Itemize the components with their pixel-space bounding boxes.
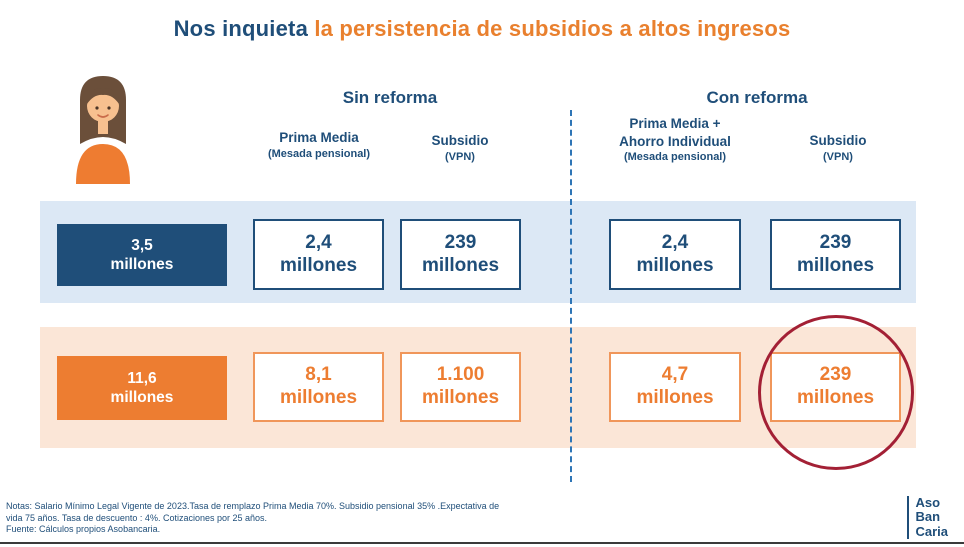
cell-amount: 239: [444, 231, 477, 253]
title-rest: la persistencia de subsidios a altos ing…: [314, 16, 791, 41]
title-lead: Nos inquieta: [173, 16, 309, 41]
column-subtitle: (Mesada pensional): [623, 151, 727, 164]
column-title-line2: Ahorro Individual: [619, 133, 731, 149]
value-box-sin-subsidio-row2: 1.100 millones: [400, 352, 521, 422]
segment-value: 3,5: [131, 236, 153, 254]
cell-amount: 2,4: [305, 231, 332, 253]
logo-text: Aso Ban Caria: [915, 495, 948, 539]
woman-avatar-svg: [76, 76, 130, 184]
value-box-con-prima-row2: 4,7 millones: [609, 352, 741, 422]
page-title: Nos inquieta la persistencia de subsidio…: [0, 16, 964, 42]
column-header-prima-media-ahorro: Prima Media + Ahorro Individual (Mesada …: [593, 115, 757, 164]
cell-unit: millones: [421, 387, 500, 408]
logo-bar: [906, 496, 910, 539]
cell-unit: millones: [421, 254, 500, 276]
column-title: Subsidio: [809, 133, 867, 148]
segment-unit: millones: [110, 389, 174, 406]
segment-label-11-6-millones: 11,6 millones: [57, 356, 227, 420]
column-subtitle: (VPN): [823, 150, 853, 163]
segment-value: 11,6: [127, 369, 157, 387]
segment-unit: millones: [110, 256, 174, 273]
header-sin-reforma: Sin reforma: [342, 88, 438, 107]
logo-line: Aso: [915, 495, 941, 510]
cell-amount: 2,4: [661, 231, 689, 253]
vertical-dashed-divider: [570, 110, 572, 482]
footnotes: Notas: Salario Mínimo Legal Vigente de 2…: [6, 501, 499, 536]
cell-amount: 8,1: [305, 364, 332, 386]
column-title: Prima Media: [279, 130, 359, 145]
asobancaria-logo: Aso Ban Caria: [906, 495, 948, 539]
value-box-sin-prima-row2: 8,1 millones: [253, 352, 384, 422]
segment-label-3-5-millones: 3,5 millones: [57, 224, 227, 286]
cell-unit: millones: [279, 254, 358, 276]
cell-amount: 1.100: [436, 364, 485, 386]
cell-unit: millones: [279, 387, 358, 408]
logo-line: Caria: [915, 523, 948, 539]
highlight-circle: [758, 315, 914, 470]
column-subtitle: (Mesada pensional): [267, 147, 371, 160]
cell-unit: millones: [636, 254, 714, 276]
column-title-line1: Prima Media +: [629, 116, 721, 131]
column-header-subsidio-sin: Subsidio (VPN): [395, 132, 525, 164]
cell-unit: millones: [796, 254, 875, 276]
woman-avatar-icon: [72, 66, 134, 184]
header-con-reforma: Con reforma: [706, 88, 808, 107]
footnote-line: Fuente: Cálculos propios Asobancaria.: [6, 524, 161, 535]
value-box-con-prima-row1: 2,4 millones: [609, 219, 741, 290]
column-subtitle: (VPN): [445, 150, 475, 163]
bottom-divider-line: [0, 542, 964, 544]
cell-amount: 239: [819, 231, 852, 253]
column-title: Subsidio: [431, 133, 489, 148]
logo-line: Ban: [915, 509, 941, 525]
value-box-con-subsidio-row1: 239 millones: [770, 219, 901, 290]
value-box-sin-subsidio-row1: 239 millones: [400, 219, 521, 290]
column-header-subsidio-con: Subsidio (VPN): [773, 132, 903, 164]
footnote-line: vida 75 años. Tasa de descuento : 4%. Co…: [6, 512, 268, 523]
value-box-sin-prima-row1: 2,4 millones: [253, 219, 384, 290]
cell-amount: 4,7: [661, 364, 689, 386]
column-header-prima-media: Prima Media (Mesada pensional): [243, 129, 395, 161]
footnote-line: Notas: Salario Mínimo Legal Vigente de 2…: [6, 501, 500, 511]
cell-unit: millones: [636, 387, 714, 408]
